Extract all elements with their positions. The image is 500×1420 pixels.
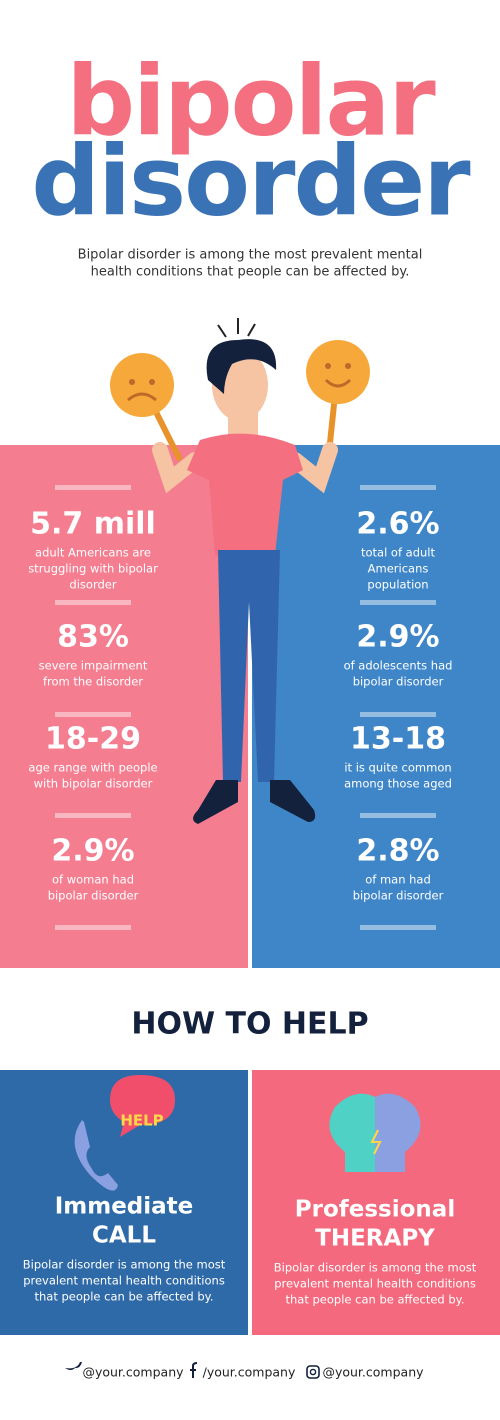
stat-desc: age range with people bbox=[28, 761, 157, 775]
divider bbox=[55, 600, 131, 605]
card-title: THERAPY bbox=[315, 1226, 435, 1252]
card-title: Professional bbox=[295, 1197, 455, 1223]
card-desc: prevalent mental health conditions bbox=[23, 1274, 225, 1288]
stat-desc: bipolar disorder bbox=[48, 889, 139, 903]
stat-desc: struggling with bipolar bbox=[28, 562, 158, 576]
card-desc: Bipolar disorder is among the most bbox=[23, 1258, 226, 1272]
stat-value: 2.9% bbox=[51, 834, 134, 869]
stat-desc: Americans bbox=[368, 562, 429, 576]
stat-value: 5.7 mill bbox=[30, 507, 156, 542]
card-desc: Bipolar disorder is among the most bbox=[274, 1261, 477, 1275]
stat-desc: total of adult bbox=[361, 546, 436, 560]
stat-desc: adult Americans are bbox=[35, 546, 151, 560]
stat-desc: population bbox=[367, 578, 428, 592]
stat-desc: it is quite common bbox=[344, 761, 451, 775]
stat-desc: bipolar disorder bbox=[353, 889, 444, 903]
card-desc: that people can be affected by. bbox=[34, 1290, 213, 1304]
stat-value: 2.8% bbox=[356, 834, 439, 869]
left-panel bbox=[0, 445, 248, 968]
stat-desc: from the disorder bbox=[43, 675, 143, 689]
stat-desc: among those aged bbox=[344, 777, 452, 791]
divider bbox=[55, 712, 131, 717]
stat-desc: of adolescents had bbox=[344, 659, 453, 673]
divider bbox=[360, 600, 436, 605]
stat-value: 2.6% bbox=[356, 507, 439, 542]
phone-icon bbox=[74, 1075, 175, 1191]
help-title: HOW TO HELP bbox=[131, 1007, 368, 1042]
stat-desc: with bipolar disorder bbox=[34, 777, 153, 791]
stat-desc: disorder bbox=[69, 578, 116, 592]
stat-desc: of woman had bbox=[52, 873, 134, 887]
stat-desc: bipolar disorder bbox=[353, 675, 444, 689]
footer-item[interactable]: @your.company bbox=[322, 1365, 424, 1380]
stat-value: 83% bbox=[57, 620, 129, 655]
card-title: Immediate bbox=[55, 1194, 194, 1220]
right-panel bbox=[252, 445, 500, 968]
divider bbox=[55, 485, 131, 490]
subtitle: health conditions that people can be aff… bbox=[91, 265, 410, 280]
stat-desc: severe impairment bbox=[39, 659, 148, 673]
title-line1: bipolar bbox=[66, 45, 436, 157]
stat-value: 13-18 bbox=[350, 722, 446, 757]
divider bbox=[360, 925, 436, 930]
illustration bbox=[110, 318, 370, 824]
help-texts: Immediate CALL Bipolar disorder is among t… bbox=[23, 1194, 477, 1307]
card-desc: that people can be affected by. bbox=[285, 1293, 464, 1307]
footer-item[interactable]: /your.company bbox=[203, 1365, 296, 1380]
footer-item[interactable]: @your.company bbox=[82, 1365, 184, 1380]
stat-desc: of man had bbox=[365, 873, 431, 887]
divider bbox=[360, 485, 436, 490]
stat-value: 18-29 bbox=[45, 722, 141, 757]
subtitle: Bipolar disorder is among the most preva… bbox=[78, 248, 423, 263]
help-badge: HELP bbox=[120, 1112, 163, 1130]
stat-value: 2.9% bbox=[356, 620, 439, 655]
divider bbox=[360, 813, 436, 818]
footer-icons bbox=[65, 1362, 320, 1379]
divider bbox=[55, 925, 131, 930]
title-line2: disorder bbox=[31, 125, 471, 237]
therapy-icon bbox=[329, 1093, 421, 1172]
stats: 5.7 mill adult Americans are struggling wi… bbox=[28, 485, 452, 930]
card-desc: prevalent mental health conditions bbox=[274, 1277, 476, 1291]
divider bbox=[360, 712, 436, 717]
card-title: CALL bbox=[92, 1223, 156, 1249]
divider bbox=[55, 813, 131, 818]
